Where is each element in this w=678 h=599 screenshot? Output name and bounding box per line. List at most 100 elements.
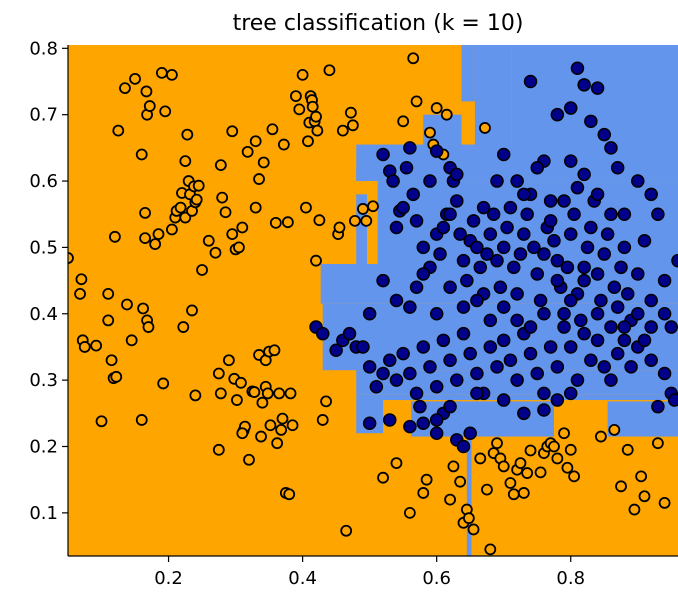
class-1-point — [614, 260, 628, 275]
class-0-point — [236, 221, 249, 234]
class-0-point — [139, 232, 151, 245]
class-0-point — [481, 483, 493, 496]
class-1-point — [590, 307, 605, 321]
class-1-point — [577, 326, 591, 341]
class-0-point — [135, 414, 148, 426]
class-0-point — [310, 254, 322, 267]
class-0-point — [403, 506, 416, 519]
class-1-point — [604, 320, 618, 334]
class-0-point — [174, 201, 187, 214]
class-1-point — [537, 307, 551, 321]
class-0-point — [190, 193, 203, 206]
class-1-point — [466, 214, 481, 228]
class-1-point — [443, 353, 457, 367]
class-0-point — [514, 457, 527, 469]
class-0-point — [286, 419, 299, 432]
class-1-point — [510, 373, 524, 387]
class-1-point — [651, 399, 665, 414]
class-1-point — [396, 346, 410, 361]
class-1-point — [563, 227, 578, 241]
class-1-point — [403, 141, 417, 155]
class-1-point — [486, 207, 501, 221]
class-1-point — [433, 247, 447, 261]
class-0-point — [212, 367, 225, 380]
class-1-point — [567, 207, 581, 221]
class-0-point — [336, 124, 349, 137]
class-0-point — [236, 427, 249, 440]
class-1-point — [436, 220, 451, 235]
class-1-point — [584, 220, 598, 235]
class-1-point — [356, 340, 370, 354]
class-1-point — [456, 300, 471, 314]
class-1-point — [389, 373, 404, 387]
class-0-point — [121, 298, 133, 311]
class-0-point — [275, 424, 288, 436]
class-1-point — [386, 174, 400, 188]
class-1-point — [413, 399, 427, 414]
class-0-point — [233, 241, 245, 254]
class-0-point — [102, 314, 115, 327]
class-1-point — [496, 147, 511, 162]
class-1-point — [409, 214, 424, 228]
decision-region-class-1 — [474, 45, 512, 148]
class-1-point — [631, 174, 645, 188]
class-0-point — [300, 201, 312, 214]
class-0-point — [316, 414, 329, 426]
x-tick-label: 0.2 — [154, 568, 183, 589]
class-1-point — [443, 207, 457, 221]
class-0-point — [568, 470, 580, 483]
class-0-point — [189, 389, 202, 402]
class-0-point — [628, 503, 641, 516]
class-0-point — [140, 85, 153, 98]
class-0-point — [255, 430, 267, 443]
class-0-point — [311, 124, 324, 137]
class-0-point — [521, 467, 534, 479]
class-1-point — [657, 273, 672, 288]
class-0-point — [268, 344, 281, 357]
class-1-point — [443, 399, 457, 414]
class-0-point — [235, 376, 247, 389]
class-1-point — [470, 240, 484, 255]
class-0-point — [241, 145, 254, 158]
class-0-point — [139, 206, 151, 219]
class-1-point — [604, 141, 618, 155]
class-1-point — [423, 360, 437, 374]
class-0-point — [143, 100, 156, 112]
class-1-point — [403, 366, 417, 381]
class-1-point — [496, 333, 511, 348]
class-0-point — [222, 354, 235, 367]
class-1-point — [456, 326, 471, 341]
class-0-point — [357, 203, 369, 215]
class-1-point — [580, 240, 595, 255]
class-1-point — [480, 247, 494, 261]
class-1-point — [463, 346, 477, 361]
class-0-point — [249, 135, 262, 148]
class-0-point — [212, 443, 225, 456]
class-1-point — [493, 280, 508, 294]
class-0-point — [534, 466, 547, 479]
class-1-point — [543, 340, 558, 354]
plot-area — [68, 45, 678, 556]
class-1-point — [389, 293, 404, 308]
class-1-point — [403, 300, 417, 314]
class-1-point — [577, 78, 591, 92]
class-1-point — [383, 353, 397, 367]
class-0-point — [157, 377, 170, 390]
class-1-point — [563, 293, 578, 308]
class-0-point — [615, 480, 627, 493]
class-1-point — [496, 300, 511, 314]
class-0-point — [296, 68, 309, 81]
class-0-point — [340, 524, 353, 537]
class-0-point — [621, 443, 634, 456]
class-0-point — [390, 457, 403, 469]
class-0-point — [248, 386, 261, 398]
class-1-point — [617, 207, 632, 221]
class-1-point — [409, 280, 424, 294]
class-1-point — [570, 61, 585, 75]
class-0-point — [202, 234, 215, 247]
class-0-point — [102, 287, 115, 300]
class-1-point — [456, 253, 471, 268]
class-1-point — [369, 380, 384, 394]
class-0-point — [367, 200, 379, 213]
